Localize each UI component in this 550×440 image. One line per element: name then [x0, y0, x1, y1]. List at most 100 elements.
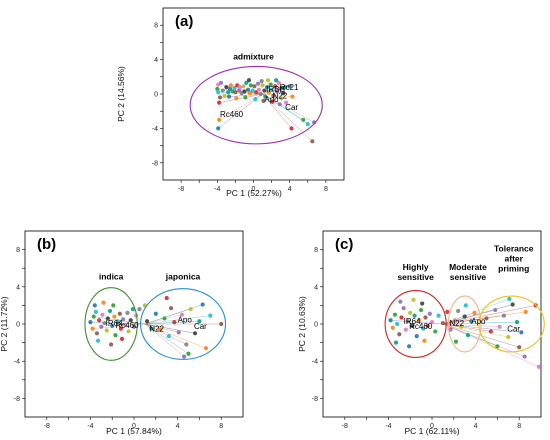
data-point	[403, 327, 408, 332]
x-tick-label: 0	[132, 423, 136, 430]
panel-label: (c)	[335, 236, 353, 253]
data-point	[208, 313, 213, 318]
y-tick-label: -8	[14, 396, 20, 403]
group-label-line: sensitive	[450, 272, 487, 282]
data-point	[274, 78, 279, 83]
data-point	[419, 307, 424, 313]
data-point	[107, 308, 113, 314]
data-point	[227, 86, 233, 91]
data-point	[99, 324, 104, 329]
loading-line	[442, 323, 509, 338]
y-axis-label: PC 2 (11.72%)	[0, 296, 9, 351]
group-label-line: sensitive	[397, 272, 434, 282]
data-point	[465, 333, 471, 338]
y-tick-label: 4	[154, 57, 158, 64]
data-point	[130, 307, 136, 312]
data-point	[192, 331, 198, 336]
x-tick-label: 8	[517, 423, 521, 430]
data-point	[463, 303, 468, 308]
loading-line	[262, 93, 308, 125]
data-point	[493, 307, 498, 313]
data-point	[290, 94, 295, 99]
data-point	[105, 316, 110, 321]
data-point	[118, 326, 124, 331]
data-point	[510, 302, 515, 307]
data-point	[217, 100, 222, 105]
data-point	[255, 81, 261, 86]
data-point	[395, 321, 400, 327]
data-point	[445, 309, 450, 315]
y-tick-label: 4	[16, 284, 20, 291]
data-point	[270, 99, 275, 104]
point-label: Apo	[471, 317, 486, 326]
data-point	[469, 319, 474, 324]
point-label: N22	[273, 92, 288, 101]
point-label: IR64	[404, 317, 421, 326]
plot-frame	[162, 7, 345, 181]
x-tick-label: 0	[252, 186, 256, 193]
y-tick-label: -4	[312, 359, 318, 366]
data-point	[182, 354, 187, 359]
point-label: N22	[449, 319, 464, 328]
data-point	[121, 317, 126, 322]
loading-line	[144, 323, 207, 349]
data-point	[97, 318, 102, 323]
group-ellipse	[447, 295, 482, 353]
data-point	[117, 311, 122, 316]
data-point	[110, 323, 115, 328]
data-point	[305, 122, 310, 127]
pca-panel-3: -8 -4 0 4 8 -8 -4 0 4 8 PC 1 (62.11%) PC 2 (10.63%)…	[297, 230, 545, 436]
data-point	[517, 345, 522, 350]
group-ellipse	[478, 295, 545, 353]
group-label-line: admixture	[233, 52, 274, 62]
data-point	[459, 324, 464, 329]
data-point	[276, 80, 281, 85]
data-point	[497, 324, 502, 329]
data-point	[289, 126, 294, 131]
loading-line	[442, 305, 536, 325]
data-point	[252, 84, 257, 89]
data-point	[506, 334, 511, 340]
data-point	[421, 326, 426, 331]
data-point	[260, 83, 265, 88]
data-point	[226, 90, 231, 95]
data-point	[273, 84, 278, 89]
data-point	[179, 312, 185, 317]
loading-line	[144, 323, 196, 334]
data-point	[268, 82, 273, 87]
data-point	[433, 329, 438, 334]
data-point	[123, 322, 128, 328]
group-ellipse	[84, 287, 138, 361]
data-point	[254, 90, 259, 95]
x-axis-label: PC 1 (57.84%)	[106, 426, 162, 436]
data-point	[278, 86, 283, 91]
y-tick-label: -4	[152, 126, 158, 133]
data-point	[111, 303, 116, 308]
data-point	[393, 340, 399, 345]
data-point	[523, 309, 528, 315]
data-point	[274, 89, 280, 94]
data-point	[125, 310, 130, 315]
group-label: Highly sensitive	[397, 262, 434, 282]
data-point	[271, 93, 276, 98]
y-tick-label: 4	[314, 284, 318, 291]
point-label: IR64	[106, 319, 123, 328]
x-tick-label: -4	[385, 423, 391, 430]
panel-label: (a)	[175, 13, 193, 30]
pca-panel-1: -8 -4 0 4 8 -8 -4 0 4 8 PC 1 (52.27%) PC 2 (14.56%)…	[116, 7, 345, 198]
data-point	[166, 333, 171, 339]
point-label: Apo	[178, 315, 193, 324]
loading-line	[219, 93, 263, 103]
data-point	[131, 324, 137, 329]
data-point	[264, 85, 270, 90]
data-point	[90, 326, 95, 331]
x-tick-label: -4	[87, 423, 93, 430]
group-label-line: japonica	[165, 271, 201, 281]
x-tick-label: 4	[176, 423, 180, 430]
data-point	[405, 319, 411, 324]
y-tick-label: -4	[14, 359, 20, 366]
group-label-line: indica	[99, 271, 124, 281]
data-point	[261, 98, 266, 103]
data-point	[241, 84, 246, 89]
